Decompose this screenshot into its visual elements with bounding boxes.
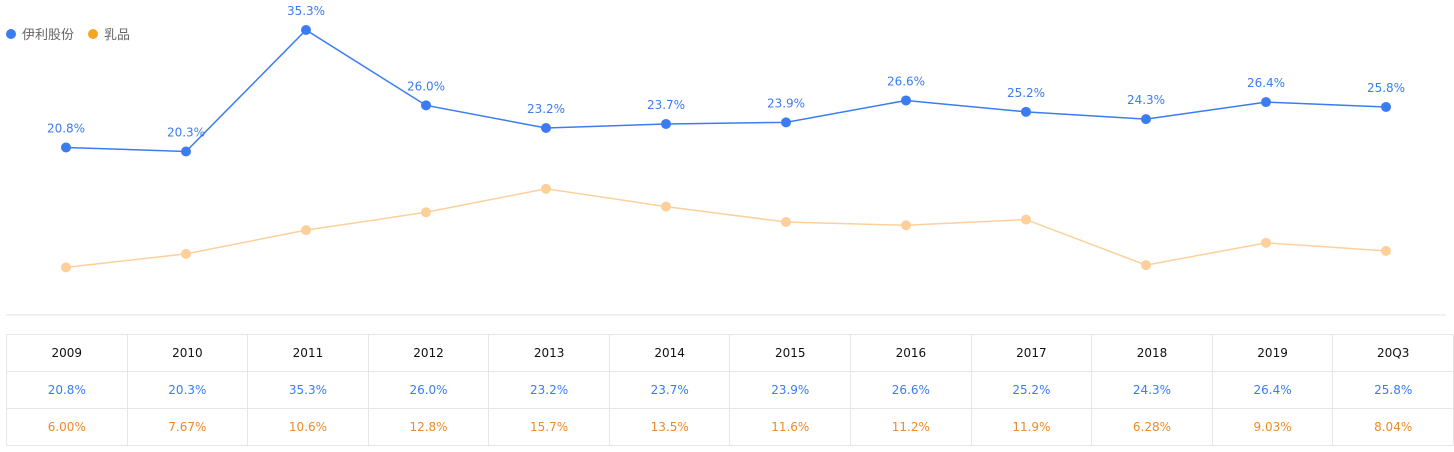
yili-cell: 20.3% — [126, 371, 249, 409]
yili-cell: 26.0% — [367, 371, 490, 409]
dairy-cell: 15.7% — [488, 408, 610, 446]
yili-cell: 26.4% — [1211, 371, 1334, 409]
data-point-dairy[interactable] — [181, 248, 191, 259]
series-line-yili — [65, 29, 1387, 153]
year-cell: 2013 — [488, 334, 610, 372]
data-label-yili: 23.9% — [767, 96, 805, 110]
dairy-cell: 11.2% — [850, 408, 972, 446]
table-row-yili: 20.8% 20.3% 35.3% 26.0% 23.2% 23.7% 23.9% 26.6%… — [6, 371, 1454, 409]
data-point-yili[interactable] — [421, 100, 431, 111]
dairy-cell: 6.00% — [6, 408, 128, 446]
dairy-cell: 7.67% — [126, 408, 249, 446]
data-label-yili: 35.3% — [287, 4, 325, 18]
data-point-dairy[interactable] — [661, 201, 671, 212]
line-chart: 20.8% 20.3% 35.3% 26.0% 23.2% 23.7% 23.9% 26.6%… — [6, 4, 1446, 316]
data-point-dairy[interactable] — [1021, 214, 1031, 225]
data-point-yili[interactable] — [181, 146, 191, 157]
data-point-dairy[interactable] — [421, 207, 431, 218]
data-label-yili: 20.3% — [167, 126, 205, 140]
yili-cell: 26.6% — [850, 371, 972, 409]
year-cell: 2010 — [126, 334, 249, 372]
yili-cell: 23.7% — [608, 371, 731, 409]
data-point-yili[interactable] — [781, 117, 791, 128]
data-point-dairy[interactable] — [1141, 260, 1151, 271]
data-point-yili[interactable] — [661, 118, 671, 129]
year-cell: 2016 — [850, 334, 972, 372]
table-row-dairy: 6.00% 7.67% 10.6% 12.8% 15.7% 13.5% 11.6% 11.2%… — [6, 408, 1454, 446]
data-point-dairy[interactable] — [301, 225, 311, 236]
legend: 伊利股份 乳品 — [6, 24, 144, 43]
dairy-cell: 11.9% — [970, 408, 1093, 446]
year-cell: 2017 — [970, 334, 1093, 372]
year-cell: 2015 — [729, 334, 852, 372]
data-point-yili[interactable] — [901, 95, 911, 106]
data-point-dairy[interactable] — [781, 217, 791, 228]
data-label-yili: 26.6% — [887, 74, 925, 88]
data-label-yili: 25.2% — [1007, 86, 1045, 100]
dairy-cell: 6.28% — [1091, 408, 1213, 446]
data-point-dairy[interactable] — [1381, 245, 1391, 256]
data-point-yili[interactable] — [1021, 106, 1031, 117]
year-cell: 2011 — [247, 334, 369, 372]
series-line-dairy — [65, 188, 1387, 269]
table-row-years: 2009 2010 2011 2012 2013 2014 2015 2016 2017 2018… — [6, 334, 1454, 372]
year-cell: 2019 — [1211, 334, 1334, 372]
plot-area: 20.8% 20.3% 35.3% 26.0% 23.2% 23.7% 23.9% 26.6%… — [47, 4, 1405, 273]
year-cell: 2014 — [608, 334, 731, 372]
data-point-yili[interactable] — [1381, 101, 1391, 112]
yili-cell: 25.8% — [1332, 371, 1454, 409]
data-point-dairy[interactable] — [541, 183, 551, 194]
data-point-yili[interactable] — [61, 142, 71, 153]
year-cell: 2012 — [367, 334, 490, 372]
data-label-yili: 23.2% — [527, 102, 565, 116]
yili-cell: 35.3% — [247, 371, 369, 409]
data-label-yili: 23.7% — [647, 98, 685, 112]
yili-cell: 23.9% — [729, 371, 852, 409]
legend-label-dairy: 乳品 — [104, 28, 131, 43]
yili-cell: 20.8% — [6, 371, 128, 409]
dairy-cell: 11.6% — [729, 408, 852, 446]
data-point-dairy[interactable] — [1261, 237, 1271, 248]
data-label-yili: 25.8% — [1367, 81, 1405, 95]
year-cell: 2009 — [6, 334, 128, 372]
dairy-cell: 8.04% — [1332, 408, 1454, 446]
yili-cell: 24.3% — [1091, 371, 1213, 409]
data-point-dairy[interactable] — [61, 262, 71, 273]
legend-dot-dairy — [88, 28, 99, 39]
year-cell: 20Q3 — [1332, 334, 1454, 372]
legend-label-yili: 伊利股份 — [22, 28, 75, 43]
dairy-cell: 12.8% — [367, 408, 490, 446]
legend-item-yili[interactable]: 伊利股份 — [6, 24, 74, 43]
legend-dot-yili — [6, 28, 16, 39]
data-label-yili: 24.3% — [1127, 93, 1165, 107]
data-point-dairy[interactable] — [901, 220, 911, 231]
data-point-yili[interactable] — [541, 123, 551, 134]
dairy-cell: 10.6% — [247, 408, 369, 446]
data-label-yili: 26.4% — [1247, 76, 1285, 90]
yili-cell: 25.2% — [970, 371, 1093, 409]
legend-item-dairy[interactable]: 乳品 — [88, 24, 130, 43]
data-point-yili[interactable] — [301, 24, 311, 35]
data-point-yili[interactable] — [1261, 97, 1271, 108]
dairy-cell: 9.03% — [1211, 408, 1334, 446]
data-label-yili: 26.0% — [407, 79, 445, 93]
data-label-yili: 20.8% — [47, 121, 85, 135]
dairy-cell: 13.5% — [608, 408, 731, 446]
data-table: 2009 2010 2011 2012 2013 2014 2015 2016 2017 2018… — [6, 334, 1454, 446]
yili-cell: 23.2% — [488, 371, 610, 409]
data-point-yili[interactable] — [1141, 114, 1151, 125]
year-cell: 2018 — [1091, 334, 1213, 372]
